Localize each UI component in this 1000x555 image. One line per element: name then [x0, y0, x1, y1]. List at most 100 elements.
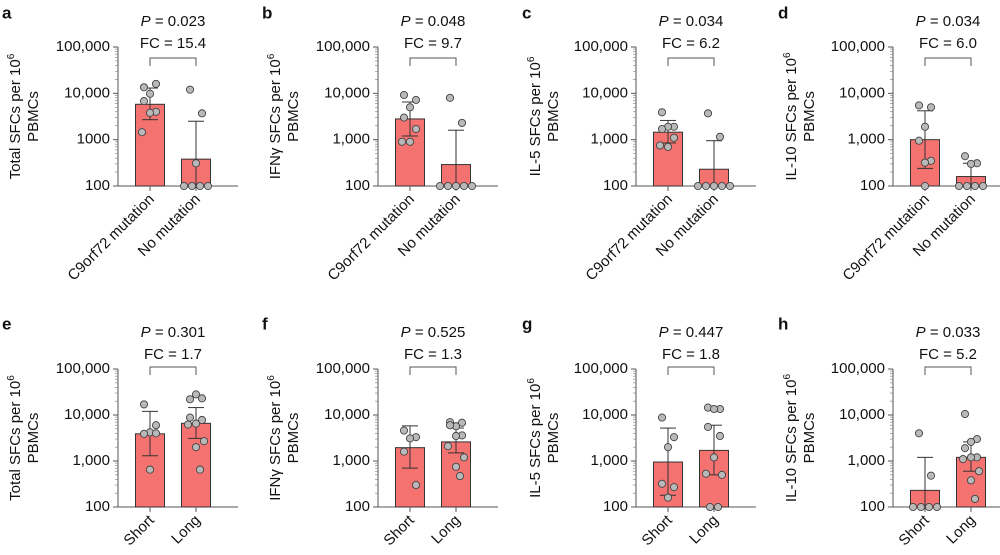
y-tick-label: 10,000	[582, 406, 628, 423]
data-point	[709, 453, 719, 462]
y-tick-label: 100	[345, 498, 370, 515]
p-label: P	[141, 324, 151, 341]
y-tick-label: 100,000	[316, 38, 370, 55]
data-point	[185, 413, 195, 422]
significance-bracket	[924, 366, 972, 375]
data-point	[145, 89, 155, 98]
data-point	[966, 437, 976, 446]
data-point	[657, 413, 667, 422]
data-point	[717, 181, 727, 191]
y-axis-label-superscript: 6	[526, 378, 537, 384]
y-tick-label: 100,000	[831, 360, 885, 377]
x-category-label: Long	[168, 512, 204, 548]
data-point	[954, 181, 964, 191]
panel-d: d 100 1,000 10,000 100,000 IL-10 SFCs per 106…	[778, 3, 1000, 284]
y-tick-label: 100,000	[56, 38, 110, 55]
y-tick-label: 10,000	[64, 84, 110, 101]
data-point	[705, 502, 715, 512]
y-tick-label: 100,000	[316, 360, 370, 377]
p-label: P	[141, 13, 151, 30]
fold-change-annotation: FC = 6.2	[662, 35, 720, 52]
panel-letter: b	[262, 3, 272, 22]
y-tick-label: 100	[85, 177, 110, 194]
data-point	[411, 481, 421, 490]
x-category-label: Long	[686, 512, 722, 548]
data-point	[978, 181, 988, 191]
p-value: = 0.034	[669, 13, 724, 30]
p-value-annotation: P = 0.034	[659, 13, 724, 30]
y-axis-label-text: IFNγ SFCs per 10	[267, 381, 284, 501]
y-tick-label: 100	[345, 177, 370, 194]
data-point	[195, 181, 205, 191]
y-tick-label: 1,000	[332, 131, 370, 148]
data-point	[405, 434, 415, 443]
y-tick-label: 10,000	[324, 406, 370, 423]
y-axis-label-superscript: 6	[266, 53, 277, 59]
data-point	[924, 502, 934, 512]
significance-bracket	[149, 366, 197, 375]
significance-bracket	[409, 57, 457, 66]
data-point	[399, 447, 409, 456]
data-point	[405, 103, 415, 112]
data-point	[932, 502, 942, 512]
data-point	[451, 462, 461, 471]
data-point	[703, 109, 713, 118]
data-point	[701, 181, 711, 191]
data-point	[151, 421, 161, 430]
y-axis-label-superscript: 6	[6, 53, 17, 59]
y-axis-label-superscript: 6	[526, 56, 537, 62]
y-axis-label: IL-5 SFCs per 106	[526, 56, 544, 176]
fold-change-annotation: FC = 1.8	[662, 346, 720, 363]
data-point	[195, 465, 205, 474]
x-category-label: Short	[380, 511, 418, 549]
data-point	[914, 101, 924, 110]
data-point	[715, 431, 725, 441]
y-tick-label: 1,000	[332, 452, 370, 469]
data-point	[914, 429, 924, 438]
y-axis-label-superscript: 6	[266, 375, 277, 381]
data-point	[191, 443, 201, 452]
y-tick-label: 100	[85, 498, 110, 515]
data-point	[443, 442, 453, 451]
data-point	[203, 181, 213, 191]
data-point	[411, 95, 421, 104]
data-point	[657, 124, 667, 134]
y-axis-label-superscript: 6	[782, 374, 793, 380]
data-point	[914, 136, 924, 145]
data-point	[926, 471, 936, 480]
y-tick-label: 100	[603, 498, 628, 515]
data-point	[974, 467, 984, 476]
data-point	[960, 409, 970, 419]
data-point	[717, 470, 727, 479]
data-point	[655, 141, 665, 150]
y-axis-label-text: IFNγ SFCs per 10	[267, 59, 284, 179]
data-point	[445, 93, 455, 102]
data-point	[920, 181, 930, 191]
y-axis-label: IL-10 SFCs per 106	[782, 374, 800, 503]
data-point	[137, 128, 147, 137]
data-point	[908, 502, 918, 512]
y-tick-label: 1,000	[847, 131, 885, 148]
data-point	[197, 394, 207, 403]
data-point	[191, 419, 201, 428]
data-point	[151, 429, 161, 438]
fold-change-annotation: FC = 5.2	[919, 346, 977, 363]
x-category-label: Short	[895, 511, 933, 549]
significance-bracket	[924, 57, 972, 66]
data-point	[451, 181, 461, 191]
p-value: = 0.525	[411, 324, 466, 341]
p-value: = 0.447	[669, 324, 724, 341]
p-value-annotation: P = 0.525	[401, 324, 466, 341]
y-axis-label: IFNγ SFCs per 106	[266, 53, 284, 179]
y-axis-label-line2: PBMCs	[545, 91, 562, 142]
data-point	[725, 181, 735, 191]
data-point	[966, 453, 976, 462]
data-point	[139, 83, 149, 92]
fold-change-annotation: FC = 1.7	[144, 346, 202, 363]
data-point	[916, 502, 926, 512]
data-point	[179, 181, 189, 191]
